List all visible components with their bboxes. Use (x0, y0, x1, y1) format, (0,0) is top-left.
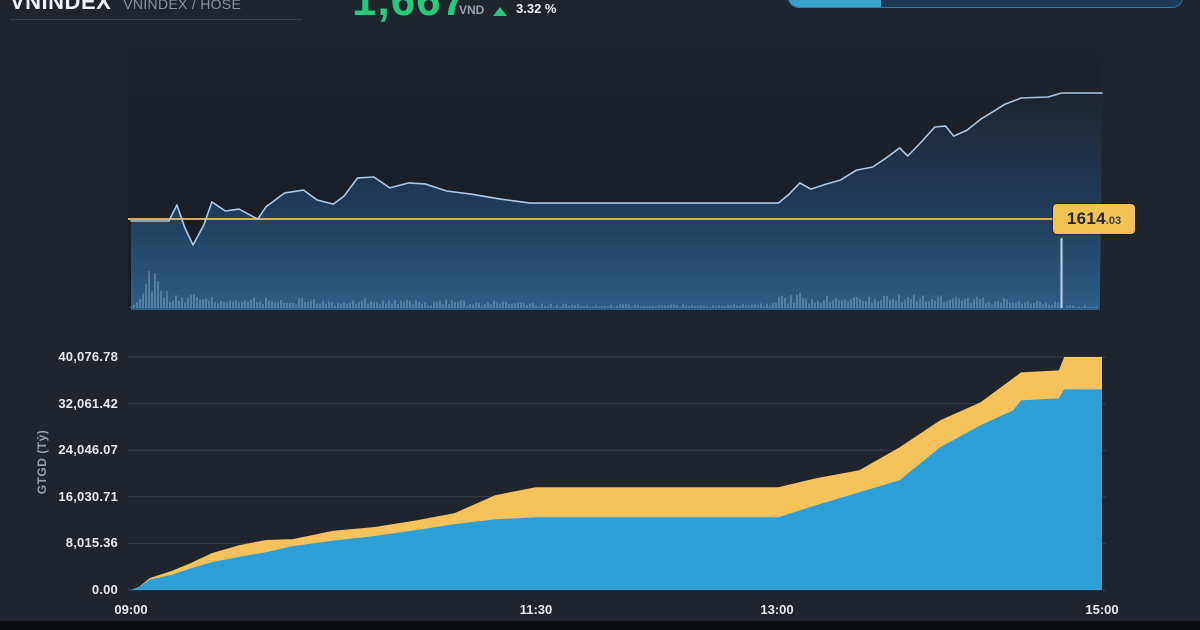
ytick-16030: 16,030.71 (58, 489, 118, 504)
index-price: 1,667 (352, 0, 468, 25)
xtick-0900: 09:00 (114, 602, 148, 617)
top-right-button-active-segment[interactable] (789, 0, 881, 7)
reference-price-frac: .03 (1105, 214, 1122, 227)
ytick-40076: 40,076.78 (58, 349, 118, 364)
up-triangle-icon (493, 7, 507, 16)
bottom-bar (0, 621, 1200, 630)
page-title: VNINDEX (10, 0, 112, 14)
top-right-button[interactable] (788, 0, 1183, 8)
y-axis-title: GTGD (Tỷ) (35, 429, 49, 495)
ytick-32061: 32,061.42 (58, 396, 118, 411)
reference-price-label: 1614.03 (1053, 204, 1135, 234)
ytick-0: 0.00 (91, 582, 118, 597)
atc-volume-spike (1060, 238, 1063, 308)
header-divider (10, 19, 302, 20)
currency-label: VND (459, 3, 485, 17)
matched-turnover-area (131, 389, 1102, 590)
volume-bars (130, 271, 1098, 308)
xtick-1300: 13:00 (760, 602, 794, 617)
ytick-8015: 8,015.36 (65, 535, 118, 550)
change-percent: 3.32 % (516, 1, 557, 16)
page-subtitle: VNINDEX / HOSE (123, 0, 242, 12)
header: VNINDEX VNINDEX / HOSE (10, 0, 241, 15)
index-price-line (130, 92, 1103, 246)
ytick-24046: 24,046.07 (58, 442, 118, 457)
reference-price-main: 1614 (1066, 209, 1106, 228)
xtick-1500: 15:00 (1085, 602, 1119, 617)
xtick-1130: 11:30 (519, 602, 553, 617)
price-area-fill (131, 93, 1102, 310)
